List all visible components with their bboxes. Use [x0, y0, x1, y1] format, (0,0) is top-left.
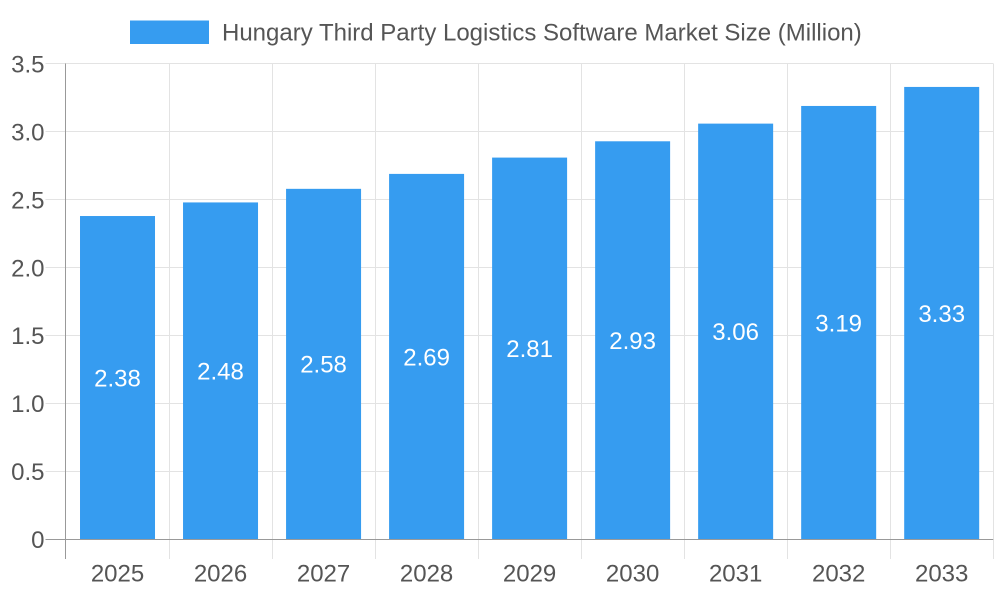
svg-text:2031: 2031 — [709, 561, 762, 588]
svg-text:2.69: 2.69 — [403, 344, 450, 371]
svg-text:0.5: 0.5 — [11, 459, 44, 486]
svg-text:3.33: 3.33 — [918, 301, 965, 328]
svg-text:2033: 2033 — [915, 561, 968, 588]
svg-text:2.93: 2.93 — [609, 328, 656, 355]
svg-text:2027: 2027 — [297, 561, 350, 588]
svg-text:Hungary Third Party Logistics: Hungary Third Party Logistics Software M… — [222, 20, 862, 47]
svg-text:2.0: 2.0 — [11, 255, 44, 282]
svg-text:2030: 2030 — [606, 561, 659, 588]
svg-text:0: 0 — [31, 527, 44, 554]
svg-text:3.06: 3.06 — [712, 319, 759, 346]
svg-text:2.58: 2.58 — [300, 352, 347, 379]
svg-text:1.5: 1.5 — [11, 323, 44, 350]
svg-text:2.48: 2.48 — [197, 359, 244, 386]
svg-text:2026: 2026 — [194, 561, 247, 588]
svg-text:2.38: 2.38 — [94, 365, 141, 392]
svg-text:2025: 2025 — [91, 561, 144, 588]
svg-text:1.0: 1.0 — [11, 391, 44, 418]
svg-text:2032: 2032 — [812, 561, 865, 588]
svg-text:2.81: 2.81 — [506, 336, 553, 363]
svg-text:3.19: 3.19 — [815, 310, 862, 337]
svg-text:2028: 2028 — [400, 561, 453, 588]
svg-text:2.5: 2.5 — [11, 187, 44, 214]
svg-text:3.0: 3.0 — [11, 119, 44, 146]
svg-text:3.5: 3.5 — [11, 51, 44, 78]
svg-text:2029: 2029 — [503, 561, 556, 588]
